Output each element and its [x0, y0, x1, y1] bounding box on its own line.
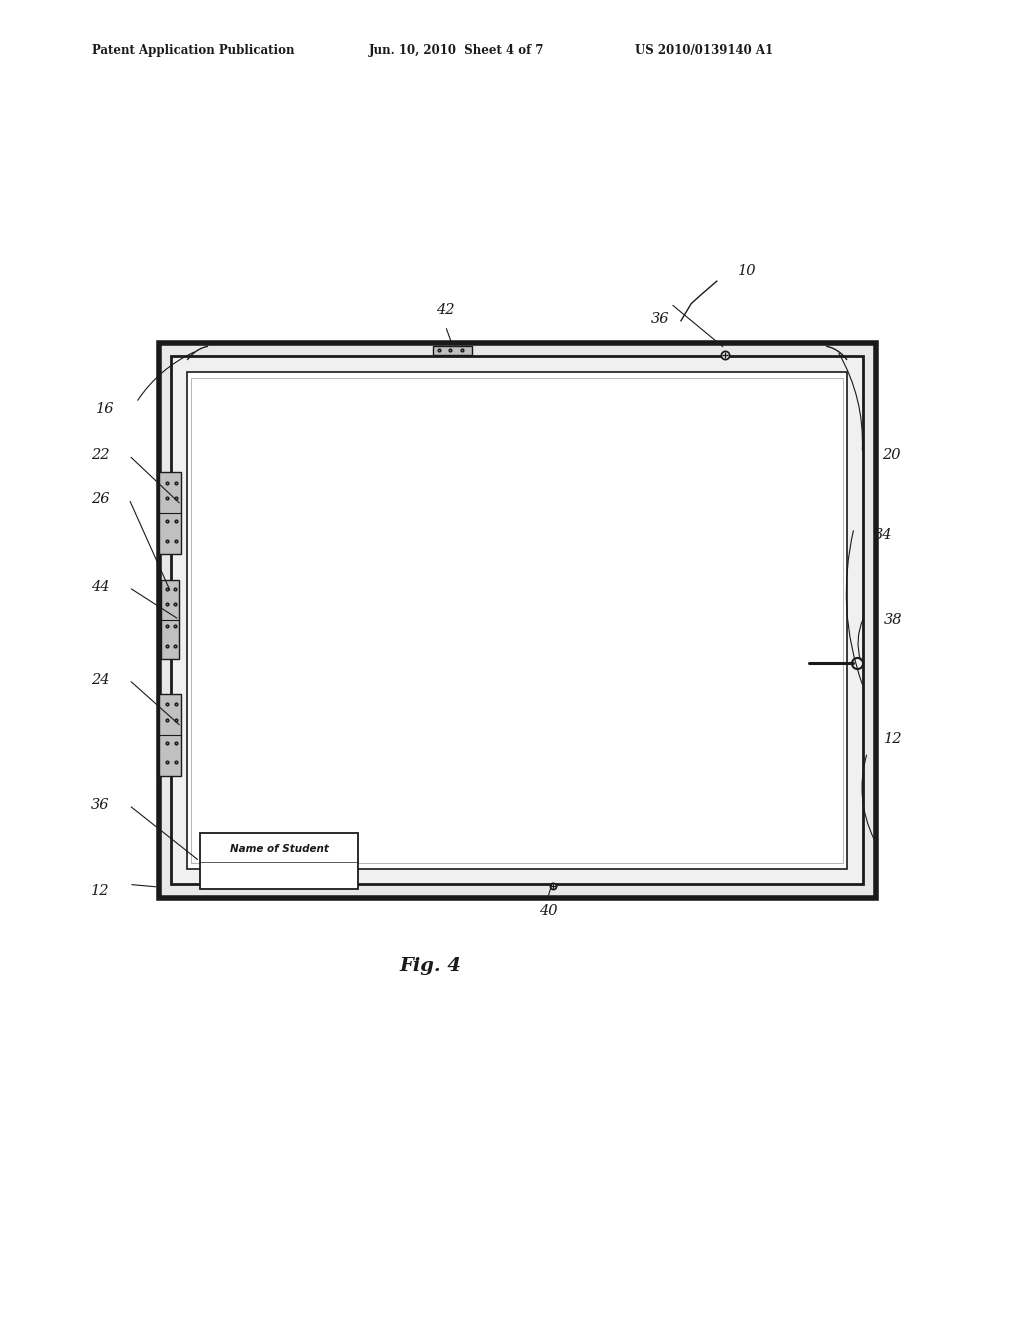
- Text: Jun. 10, 2010  Sheet 4 of 7: Jun. 10, 2010 Sheet 4 of 7: [369, 44, 544, 57]
- Text: 38: 38: [884, 614, 902, 627]
- Bar: [433, 346, 472, 355]
- Bar: [171, 356, 863, 884]
- Text: 34: 34: [873, 528, 892, 541]
- Text: Patent Application Publication: Patent Application Publication: [92, 44, 295, 57]
- Bar: [200, 833, 358, 888]
- Text: 44: 44: [91, 581, 110, 594]
- Text: 36: 36: [651, 313, 670, 326]
- Bar: [187, 372, 847, 869]
- Text: 36: 36: [91, 799, 110, 812]
- Bar: [159, 473, 181, 554]
- Text: Fig. 4: Fig. 4: [399, 957, 461, 975]
- Text: 24: 24: [91, 673, 110, 686]
- Text: 12: 12: [884, 733, 902, 746]
- Text: 12: 12: [91, 884, 110, 898]
- Text: 20: 20: [882, 449, 900, 462]
- Text: 26: 26: [91, 492, 110, 506]
- Text: 42: 42: [436, 304, 455, 317]
- Bar: [191, 378, 843, 863]
- Text: US 2010/0139140 A1: US 2010/0139140 A1: [635, 44, 773, 57]
- Bar: [159, 694, 181, 776]
- Text: 22: 22: [91, 449, 110, 462]
- Text: Name of Student: Name of Student: [229, 843, 329, 854]
- Text: 16: 16: [96, 403, 115, 416]
- Bar: [159, 343, 876, 898]
- Text: 10: 10: [738, 264, 757, 277]
- Text: 40: 40: [539, 904, 557, 917]
- Bar: [161, 579, 179, 659]
